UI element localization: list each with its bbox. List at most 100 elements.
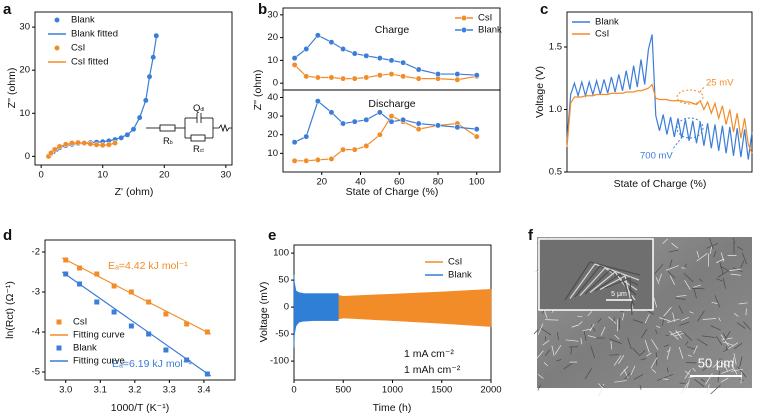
texture-stroke xyxy=(633,374,644,380)
texture-stroke xyxy=(731,364,738,375)
texture-stroke xyxy=(680,382,689,394)
texture-stroke xyxy=(665,265,679,271)
texture-stroke xyxy=(675,330,682,339)
texture-stroke xyxy=(719,260,724,274)
texture-stroke xyxy=(686,379,690,389)
texture-stroke xyxy=(676,295,687,297)
marker xyxy=(128,323,134,329)
texture-stroke xyxy=(536,350,544,359)
texture-stroke xyxy=(539,327,552,336)
texture-stroke xyxy=(537,373,544,379)
texture-stroke xyxy=(668,249,679,253)
texture-stroke xyxy=(537,384,541,391)
annotation-leader xyxy=(671,136,683,151)
texture-stroke xyxy=(663,307,672,317)
texture-stroke xyxy=(737,366,747,378)
circuit-inset xyxy=(146,113,232,142)
voltage-band xyxy=(293,274,339,308)
texture-stroke xyxy=(666,346,671,360)
marker xyxy=(415,75,422,82)
legend-marker xyxy=(461,27,467,33)
texture-stroke xyxy=(658,273,662,282)
texture-stroke xyxy=(716,278,723,282)
texture-stroke xyxy=(720,252,725,262)
annotation: 1 mA cm⁻² xyxy=(404,348,454,360)
terrace-step xyxy=(569,263,640,299)
texture-stroke xyxy=(654,263,664,275)
texture-stroke xyxy=(669,330,679,340)
circuit-label-main: R xyxy=(163,136,170,147)
texture-stroke xyxy=(724,331,731,341)
legend-label: CsI xyxy=(448,257,462,268)
x-tick-label: 60 xyxy=(394,177,405,188)
texture-stroke xyxy=(651,339,659,350)
panel-label: c xyxy=(540,1,548,18)
texture-stroke xyxy=(651,369,657,374)
panel-label: e xyxy=(268,227,276,244)
subplot-title: Discharge xyxy=(368,98,415,110)
legend-label: CsI xyxy=(478,13,492,24)
texture-stroke xyxy=(590,345,595,358)
texture-stroke xyxy=(551,345,555,356)
texture-stroke xyxy=(738,302,748,305)
subplot-title: Charge xyxy=(375,24,410,36)
circuit-label-sub: dl xyxy=(200,107,204,113)
texture-stroke xyxy=(693,284,701,288)
texture-stroke xyxy=(743,321,751,330)
texture-stroke xyxy=(671,242,679,249)
y-tick-label: 30 xyxy=(267,9,278,20)
texture-stroke xyxy=(678,346,684,359)
legend-label: Fitting curve xyxy=(73,330,125,341)
texture-stroke xyxy=(620,365,629,376)
texture-stroke xyxy=(655,277,660,285)
texture-stroke xyxy=(580,337,583,345)
texture-stroke xyxy=(555,359,562,362)
y-tick-label: 30 xyxy=(19,22,30,33)
marker xyxy=(363,52,370,59)
marker xyxy=(328,39,335,46)
texture-stroke xyxy=(544,336,547,342)
texture-stroke xyxy=(537,323,544,335)
texture-stroke xyxy=(717,270,728,278)
texture-stroke xyxy=(722,341,734,346)
texture-stroke xyxy=(543,362,548,367)
sem-inset-texture xyxy=(564,261,641,316)
texture-stroke xyxy=(739,260,745,270)
texture-stroke xyxy=(721,337,733,341)
texture-stroke xyxy=(730,273,741,276)
circuit-label-sub: ct xyxy=(200,148,205,154)
texture-stroke xyxy=(609,338,622,344)
terrace-step xyxy=(599,275,634,311)
texture-stroke xyxy=(682,331,693,341)
x-tick-label: 1000 xyxy=(382,385,403,396)
texture-stroke xyxy=(692,367,696,372)
texture-stroke xyxy=(650,357,658,369)
plot-frame xyxy=(34,11,233,166)
texture-stroke xyxy=(639,384,642,390)
texture-stroke xyxy=(737,246,744,251)
x-tick-label: 20 xyxy=(316,177,327,188)
texture-stroke xyxy=(622,311,625,321)
texture-stroke xyxy=(589,324,595,332)
legend-marker xyxy=(56,345,62,351)
texture-stroke xyxy=(644,339,650,353)
texture-stroke xyxy=(697,310,705,322)
texture-stroke xyxy=(729,268,742,272)
circuit-label-main: R xyxy=(193,144,200,155)
y-tick-label: -3 xyxy=(32,287,40,298)
texture-stroke xyxy=(732,238,736,244)
texture-stroke xyxy=(563,362,573,370)
plot-frame xyxy=(44,239,236,381)
circuit-label: Qdl xyxy=(193,103,204,114)
annotation: 1 mAh cm⁻² xyxy=(404,364,461,376)
marker xyxy=(415,126,422,133)
marker xyxy=(314,32,321,39)
texture-stroke xyxy=(710,384,721,395)
marker xyxy=(303,46,310,52)
texture-stroke xyxy=(684,370,690,375)
marker xyxy=(435,122,441,129)
texture-stroke xyxy=(644,313,650,324)
legend-marker xyxy=(56,319,62,325)
y-tick-label: -2 xyxy=(32,247,40,258)
